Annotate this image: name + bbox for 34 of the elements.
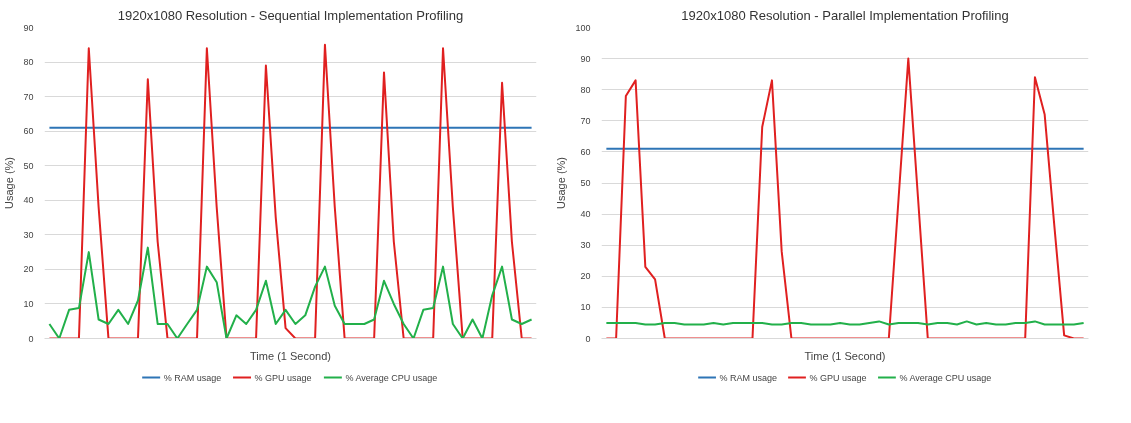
y-tick-label: 70: [23, 91, 34, 102]
y-axis-title: Usage (%): [555, 157, 568, 209]
y-tick-label: 60: [580, 146, 591, 157]
legend-label: % GPU usage: [809, 372, 867, 383]
chart-title: 1920x1080 Resolution - Parallel Implementation Profiling: [681, 7, 1009, 23]
x-axis-title: Time (1 Second): [804, 349, 886, 362]
y-tick-label: 90: [580, 53, 591, 64]
x-axis-title: Time (1 Second): [250, 349, 331, 362]
y-tick-label: 30: [580, 240, 591, 251]
y-tick-label: 50: [580, 178, 591, 188]
y-tick-label: 60: [23, 126, 34, 137]
y-axis-title: Usage (%): [3, 157, 16, 209]
chart-title: 1920x1080 Resolution - Sequential Implementation Profiling: [117, 7, 464, 23]
y-tick-label: 70: [580, 115, 591, 126]
y-tick-label: 80: [580, 84, 591, 95]
legend-label: % Average CPU usage: [345, 372, 438, 383]
legend-label: % RAM usage: [719, 372, 778, 383]
y-tick-label: 80: [23, 57, 34, 68]
y-tick-label: 20: [580, 271, 591, 282]
y-tick-label: 50: [23, 160, 34, 171]
y-tick-label: 10: [23, 298, 34, 309]
y-tick-label: 30: [23, 229, 34, 240]
y-tick-label: 40: [23, 195, 34, 206]
line-series: [48, 246, 533, 339]
y-tick-label: 0: [28, 333, 34, 344]
y-tick-label: 90: [23, 22, 34, 33]
y-tick-label: 0: [585, 333, 591, 344]
legend-label: % RAM usage: [163, 372, 222, 383]
y-tick-label: 20: [23, 264, 34, 275]
y-tick-label: 10: [580, 302, 591, 313]
legend-label: % Average CPU usage: [899, 372, 992, 383]
y-tick-label: 40: [580, 209, 591, 220]
y-tick-label: 100: [575, 22, 591, 33]
legend-label: % GPU usage: [254, 372, 312, 383]
